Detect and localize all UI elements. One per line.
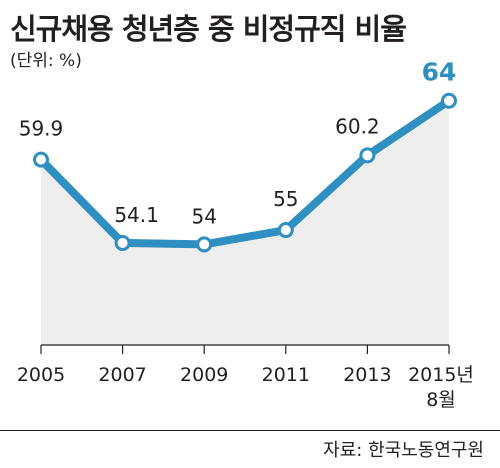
data-label: 64	[422, 58, 457, 87]
data-label: 54	[191, 204, 216, 228]
data-point	[359, 147, 376, 164]
series-line	[37, 96, 453, 249]
x-tick-label: 2015년 8월	[408, 364, 474, 411]
data-point	[196, 236, 213, 253]
source-note: 자료: 한국노동연구원	[323, 440, 484, 461]
x-tick-label: 2011	[262, 364, 310, 386]
data-label: 60.2	[335, 114, 380, 138]
data-point	[114, 234, 131, 251]
line-chart: 2005 2007 2009 2011 2013 2015년 8월 59.9 54.1 54 55 6…	[17, 58, 474, 411]
data-label: 55	[273, 187, 298, 211]
x-tick-label: 2007	[98, 364, 146, 386]
x-tick-label: 2009	[180, 364, 228, 386]
unit-label: (단위: %)	[10, 51, 82, 71]
data-point	[441, 92, 457, 109]
chart-title: 신규채용 청년층 중 비정규직 비율	[10, 12, 407, 46]
area-fill	[41, 100, 449, 345]
data-label: 54.1	[114, 203, 159, 227]
x-tick-label: 2005	[17, 364, 65, 386]
x-tick-label: 2013	[343, 364, 391, 386]
footer-divider	[0, 430, 500, 431]
data-point	[277, 222, 294, 239]
data-label: 59.9	[19, 117, 64, 141]
data-point	[33, 151, 49, 168]
